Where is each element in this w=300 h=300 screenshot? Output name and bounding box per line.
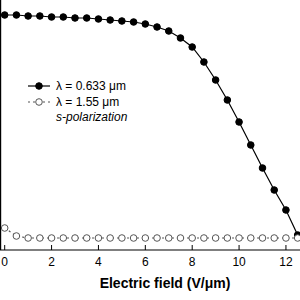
- data-point: [48, 235, 55, 242]
- x-axis-label: Electric field (V/μm): [100, 275, 231, 291]
- data-point: [283, 235, 290, 242]
- data-point: [165, 235, 172, 242]
- data-point: [13, 12, 20, 19]
- data-point: [119, 235, 126, 242]
- data-point: [107, 17, 114, 24]
- legend-marker: [36, 99, 43, 106]
- data-point: [37, 13, 44, 20]
- x-tick-label: 2: [48, 255, 55, 269]
- legend-label: λ = 0.633 μm: [56, 79, 126, 93]
- annotation: s-polarization: [56, 110, 128, 124]
- x-tick: [285, 245, 286, 250]
- x-tick: [51, 245, 52, 250]
- data-point: [1, 12, 8, 19]
- x-tick: [4, 245, 5, 250]
- data-point: [201, 59, 208, 66]
- data-point: [201, 235, 208, 242]
- x-tick: [239, 245, 240, 250]
- data-point: [189, 44, 196, 51]
- data-point: [224, 235, 231, 242]
- data-point: [142, 21, 149, 28]
- legend-marker: [36, 83, 43, 90]
- x-axis: [0, 249, 300, 250]
- data-point: [119, 18, 126, 25]
- data-point: [177, 35, 184, 42]
- data-point: [25, 13, 32, 20]
- data-point: [165, 28, 172, 35]
- data-point: [224, 97, 231, 104]
- legend: λ = 0.633 μm λ = 1.55 μm: [28, 79, 126, 109]
- data-point: [72, 235, 79, 242]
- data-point: [283, 207, 290, 214]
- data-point: [83, 15, 90, 22]
- data-point: [154, 24, 161, 31]
- data-point: [83, 235, 90, 242]
- data-point: [247, 142, 254, 149]
- data-point: [294, 235, 300, 242]
- data-point: [247, 235, 254, 242]
- y-axis: [0, 0, 1, 250]
- data-point: [130, 19, 137, 26]
- data-point: [107, 235, 114, 242]
- data-point: [37, 235, 44, 242]
- x-tick-label: 6: [142, 255, 149, 269]
- data-point: [95, 235, 102, 242]
- data-point: [60, 14, 67, 21]
- data-point: [13, 233, 20, 240]
- x-tick: [145, 245, 146, 250]
- data-point: [1, 225, 8, 232]
- x-tick-label: 12: [279, 255, 293, 269]
- chart: 0 2 4 6 8 10 12 Electric field (V/μm) λ = 0.633 …: [0, 0, 300, 300]
- x-tick-label: 10: [232, 255, 246, 269]
- x-tick-label: 8: [189, 255, 196, 269]
- plot-area: [1, 12, 300, 242]
- data-point: [189, 235, 196, 242]
- data-point: [25, 235, 32, 242]
- data-point: [48, 14, 55, 21]
- data-point: [154, 235, 161, 242]
- data-point: [271, 187, 278, 194]
- data-point: [259, 165, 266, 172]
- legend-label: λ = 1.55 μm: [56, 95, 119, 109]
- data-point: [236, 235, 243, 242]
- data-point: [130, 235, 137, 242]
- data-point: [212, 235, 219, 242]
- data-point: [142, 235, 149, 242]
- data-point: [259, 235, 266, 242]
- x-tick-label: 0: [1, 255, 8, 269]
- data-point: [236, 119, 243, 126]
- data-point: [271, 235, 278, 242]
- data-point: [212, 77, 219, 84]
- x-tick: [192, 245, 193, 250]
- data-point: [60, 235, 67, 242]
- x-tick-label: 4: [95, 255, 102, 269]
- data-point: [72, 15, 79, 22]
- data-point: [95, 16, 102, 23]
- data-point: [177, 235, 184, 242]
- series-line: [5, 15, 298, 235]
- x-tick: [98, 245, 99, 250]
